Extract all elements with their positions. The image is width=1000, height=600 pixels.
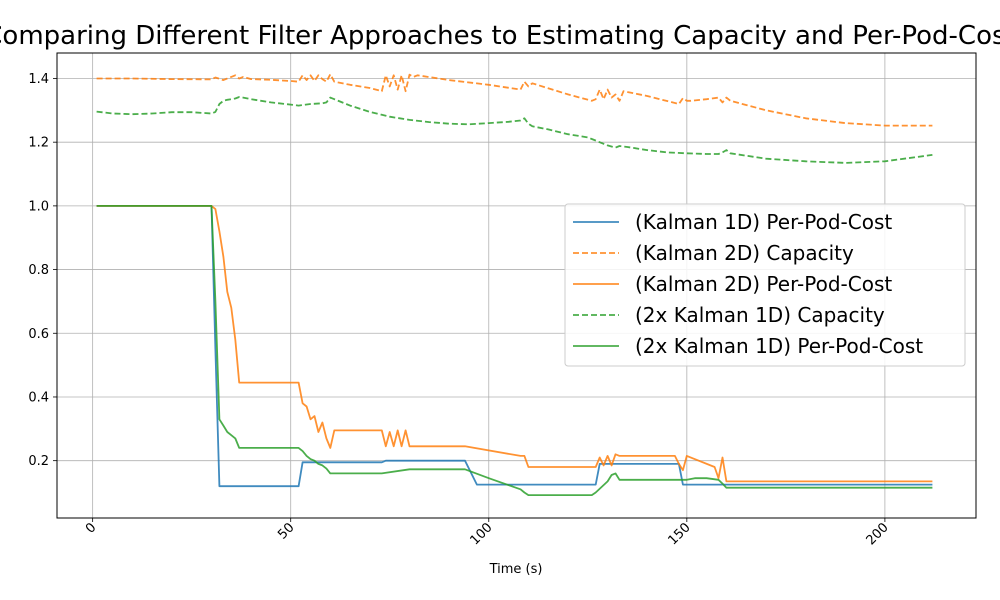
legend-box <box>564 203 966 367</box>
legend-label: (2x Kalman 1D) Capacity <box>635 303 885 327</box>
series-line-1 <box>96 205 933 488</box>
plot-lines <box>96 73 933 496</box>
y-tick-label: 1.4 <box>28 72 49 87</box>
series-line-5 <box>96 205 933 496</box>
y-tick-label: 0.2 <box>28 454 49 469</box>
chart-title: Comparing Different Filter Approaches to… <box>0 21 1000 51</box>
y-tick-label: 1.2 <box>28 136 49 151</box>
x-axis-label: Time (s) <box>489 562 543 577</box>
legend-label: (Kalman 1D) Per-Pod-Cost <box>635 210 892 234</box>
y-tick-label: 0.6 <box>28 327 49 342</box>
legend-label: (Kalman 2D) Per-Pod-Cost <box>635 272 892 296</box>
y-tick-label: 0.4 <box>28 390 49 405</box>
legend-label: (Kalman 2D) Capacity <box>635 241 854 265</box>
legend: (Kalman 1D) Per-Pod-Cost (Kalman 2D) Capa… <box>564 203 966 367</box>
plot-frame <box>56 52 977 519</box>
series-line-4 <box>96 96 933 164</box>
y-tick-label: 0.8 <box>28 263 49 278</box>
series-line-2 <box>96 73 933 127</box>
y-axis: 0.2 0.4 0.6 0.8 1.0 1.2 1.4 <box>28 72 57 469</box>
y-tick-label: 1.0 <box>28 199 49 214</box>
series-line-3 <box>96 205 933 483</box>
legend-label: (2x Kalman 1D) Per-Pod-Cost <box>635 334 923 358</box>
